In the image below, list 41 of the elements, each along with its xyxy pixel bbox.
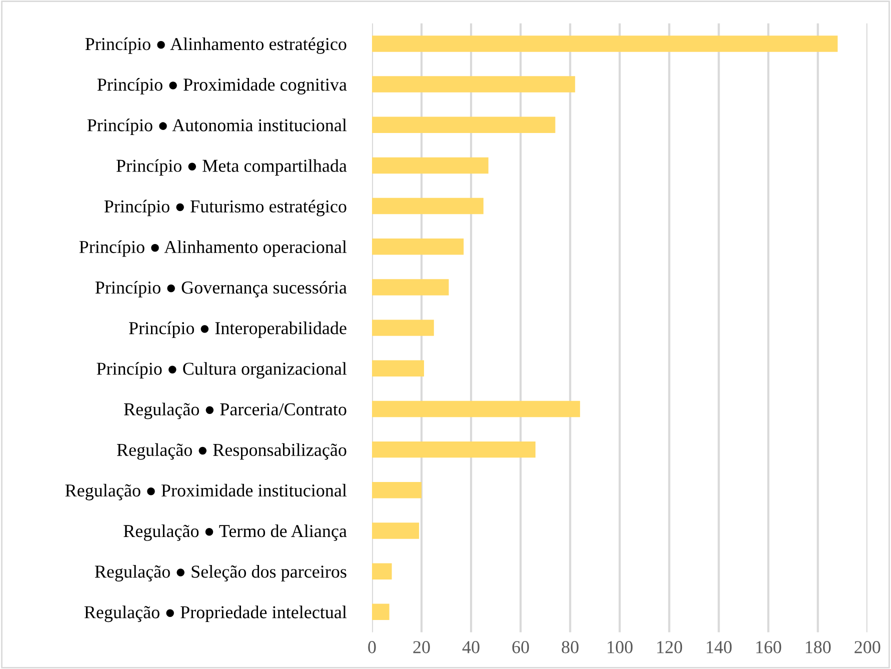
x-tick-label: 60 xyxy=(512,641,529,654)
y-tick-label: Regulação ● Responsabilização xyxy=(117,443,346,460)
bar xyxy=(372,76,576,92)
x-tick-label: 200 xyxy=(854,641,880,654)
y-tick-label: Regulação ● Propriedade intelectual xyxy=(84,606,347,622)
bar xyxy=(372,279,449,296)
x-tick-label: 40 xyxy=(462,641,480,654)
x-tick-label: 120 xyxy=(657,641,682,654)
y-tick-label: Regulação ● Proximidade institucional xyxy=(65,484,347,500)
y-tick-label: Regulação ● Seleção dos parceiros xyxy=(94,565,346,582)
bar xyxy=(372,400,580,418)
y-tick-label: Princípio ● Autonomia institucional xyxy=(87,118,347,135)
bar xyxy=(372,482,422,498)
y-tick-label: Regulação ● Parceria/Contrato xyxy=(124,402,346,420)
bar xyxy=(372,157,488,174)
bar xyxy=(372,320,434,336)
x-tick-label: 160 xyxy=(756,641,782,654)
x-tick-label: 140 xyxy=(706,641,732,654)
bar xyxy=(372,198,484,214)
x-tick-label: 100 xyxy=(608,641,633,654)
y-tick-label: Princípio ● Cultura organizacional xyxy=(96,362,347,379)
bar xyxy=(372,563,392,580)
y-tick-label: Princípio ● Futurismo estratégico xyxy=(104,200,346,216)
y-tick-label: Princípio ● Alinhamento operacional xyxy=(79,240,347,257)
x-tick-label: 180 xyxy=(806,641,831,654)
x-tick-label: 0 xyxy=(368,641,376,654)
bar xyxy=(372,116,556,133)
bar xyxy=(372,604,390,620)
y-tick-label: Regulação ● Termo de Aliança xyxy=(124,524,347,541)
y-tick-label: Princípio ● Governança sucessória xyxy=(95,280,347,298)
x-tick-label: 20 xyxy=(413,641,430,654)
bar xyxy=(372,360,424,377)
bar xyxy=(372,522,420,539)
y-tick-label: Princípio ● Interoperabilidade xyxy=(129,322,346,338)
bar xyxy=(372,441,536,458)
bar xyxy=(372,238,464,255)
x-tick-label: 80 xyxy=(562,641,578,654)
bar xyxy=(372,36,838,52)
y-tick-label: Princípio ● Proximidade cognitiva xyxy=(97,78,347,94)
y-tick-label: Princípio ● Meta compartilhada xyxy=(116,159,347,176)
y-tick-label: Princípio ● Alinhamento estratégico xyxy=(85,37,346,54)
